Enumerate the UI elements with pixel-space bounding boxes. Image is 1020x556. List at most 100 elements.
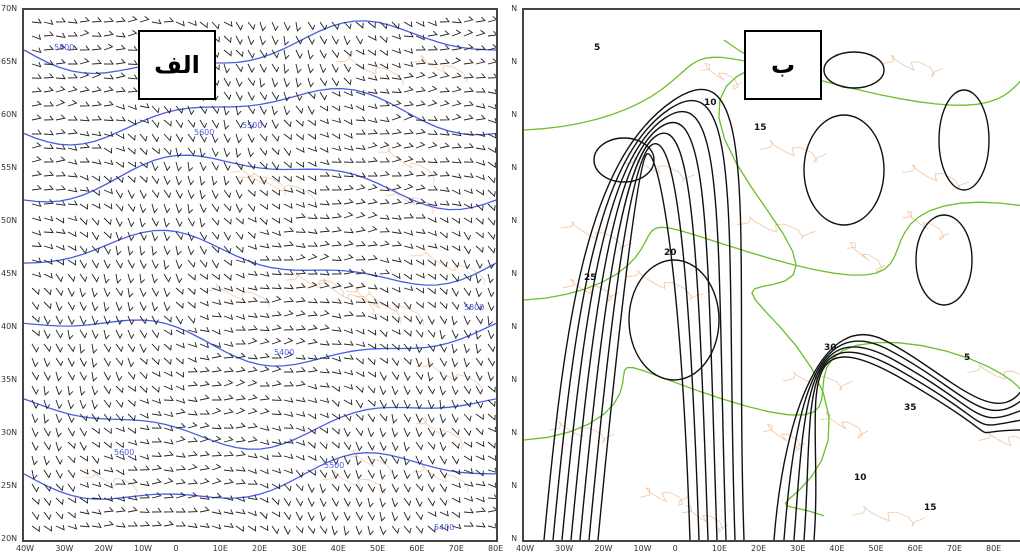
wind-barb xyxy=(463,143,474,149)
wind-barb xyxy=(163,451,174,457)
wind-barb xyxy=(187,479,198,485)
wind-barb xyxy=(319,171,330,177)
wind-barb xyxy=(367,497,374,508)
wind-barb xyxy=(439,469,448,479)
wind-barb xyxy=(463,273,472,282)
wind-barb xyxy=(475,160,486,166)
wind-barb xyxy=(331,173,342,179)
wind-barb xyxy=(175,203,183,214)
wind-barb xyxy=(79,217,88,226)
wind-barb xyxy=(487,44,496,51)
wind-barb xyxy=(223,35,232,44)
wind-barb xyxy=(43,371,51,381)
wind-barb xyxy=(235,509,246,515)
wind-barb xyxy=(379,170,390,177)
wind-barb xyxy=(463,468,474,474)
wind-barb xyxy=(43,525,52,532)
wind-barb xyxy=(415,427,423,438)
wind-barb xyxy=(43,343,52,353)
wind-barb xyxy=(403,273,412,281)
wind-barb xyxy=(295,337,306,345)
wind-barb xyxy=(439,427,446,438)
wind-barb xyxy=(475,29,486,37)
wind-barb xyxy=(31,455,38,466)
wind-barb xyxy=(295,63,302,74)
wind-barb xyxy=(415,455,423,466)
wind-barb xyxy=(259,284,270,290)
x-tick-label: 40W xyxy=(516,544,535,553)
wind-barb xyxy=(331,157,342,163)
wind-barb xyxy=(163,189,172,199)
wind-barb xyxy=(379,214,390,220)
coastline xyxy=(412,464,470,493)
wind-barb xyxy=(31,170,42,177)
wind-barb xyxy=(223,478,234,485)
wind-barb xyxy=(211,312,222,318)
wind-barb xyxy=(79,203,88,210)
wind-barb xyxy=(487,189,496,198)
wind-barb xyxy=(343,384,354,390)
y-tick-label: 45N xyxy=(512,269,518,278)
isotach-contour xyxy=(628,259,720,381)
y-tick-label: 20N xyxy=(1,534,18,543)
contour-label: 5 xyxy=(964,353,970,363)
wind-barb xyxy=(259,408,270,415)
wind-barb xyxy=(319,382,330,388)
wind-barb xyxy=(355,511,363,521)
wind-barb xyxy=(235,325,246,331)
wind-barb xyxy=(68,59,78,65)
wind-barb xyxy=(187,422,198,429)
wind-barb xyxy=(415,170,426,177)
wind-barb xyxy=(355,90,366,96)
wind-barb xyxy=(235,272,245,279)
wind-barb xyxy=(355,35,364,45)
wind-barb xyxy=(103,245,111,255)
wind-barb xyxy=(103,453,114,460)
wind-barb xyxy=(211,273,220,281)
isotach-contour xyxy=(773,333,1020,540)
coastline xyxy=(967,363,1020,381)
wind-barb xyxy=(475,58,486,65)
wind-barb xyxy=(79,357,87,367)
wind-barb xyxy=(163,493,174,499)
wind-barb xyxy=(127,343,136,353)
wind-barb xyxy=(91,31,102,37)
wind-barb xyxy=(439,44,450,51)
wind-barb xyxy=(199,422,210,429)
wind-barb xyxy=(115,399,124,408)
wind-barb xyxy=(67,343,76,353)
wind-barb xyxy=(79,116,90,122)
wind-barb xyxy=(31,329,40,337)
wind-barb xyxy=(379,198,390,205)
wind-barb xyxy=(271,337,282,345)
wind-barb xyxy=(79,71,90,79)
wind-barb xyxy=(475,343,482,354)
wind-barb xyxy=(475,427,484,436)
wind-barb xyxy=(115,273,122,284)
wind-barb xyxy=(463,172,474,178)
wind-barb xyxy=(247,259,256,267)
wind-barb xyxy=(223,203,232,212)
wind-barb xyxy=(55,357,64,367)
wind-barb xyxy=(259,63,267,73)
wind-barb xyxy=(55,483,64,492)
wind-barb xyxy=(427,287,436,295)
x-tick-label: 40E xyxy=(330,544,346,553)
height-contour xyxy=(24,20,496,75)
wind-barb xyxy=(259,271,270,277)
wind-barb xyxy=(463,16,474,23)
wind-barb xyxy=(127,301,134,312)
wind-map: 5800 5600 5500 5400 5800 5600 5500 5400 xyxy=(22,8,498,542)
wind-barb xyxy=(487,482,496,488)
wind-barb xyxy=(427,511,437,518)
wind-barb xyxy=(91,509,102,515)
wind-barb xyxy=(379,385,387,396)
coastline xyxy=(622,156,696,183)
wind-barb xyxy=(55,469,63,479)
wind-barb xyxy=(451,301,460,311)
wind-barb xyxy=(451,131,462,137)
wind-barb xyxy=(79,231,88,238)
wind-barb xyxy=(379,371,387,381)
wind-barb xyxy=(439,273,448,281)
wind-barb xyxy=(175,385,185,391)
